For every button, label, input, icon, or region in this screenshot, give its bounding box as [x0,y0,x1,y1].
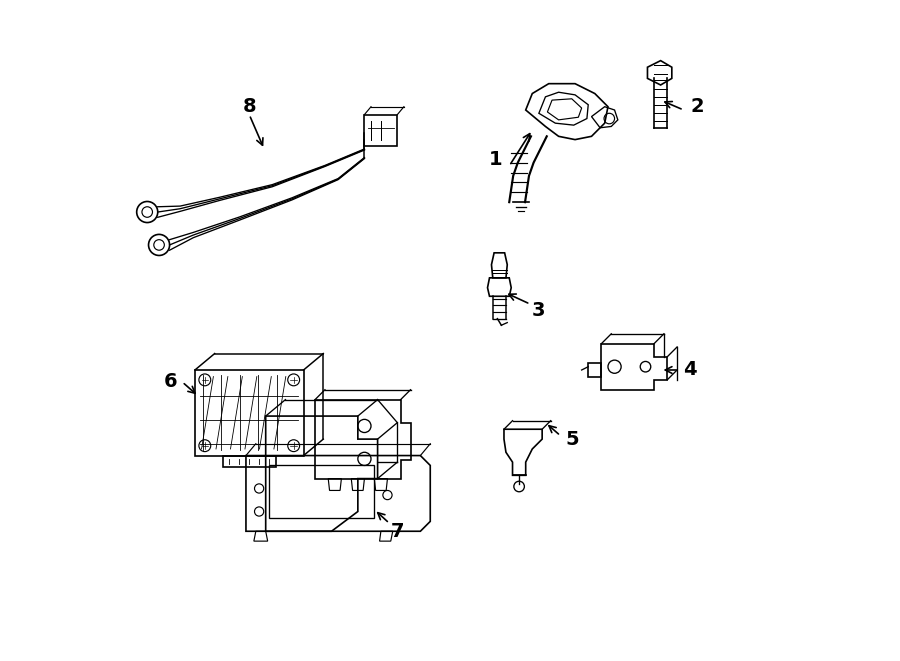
Text: 4: 4 [683,360,698,379]
Text: 2: 2 [690,97,704,116]
Text: 7: 7 [391,522,404,541]
Text: 6: 6 [164,372,177,391]
Text: 1: 1 [490,150,503,169]
Text: 5: 5 [565,430,579,449]
Text: 8: 8 [242,97,256,116]
Text: 3: 3 [532,301,545,320]
